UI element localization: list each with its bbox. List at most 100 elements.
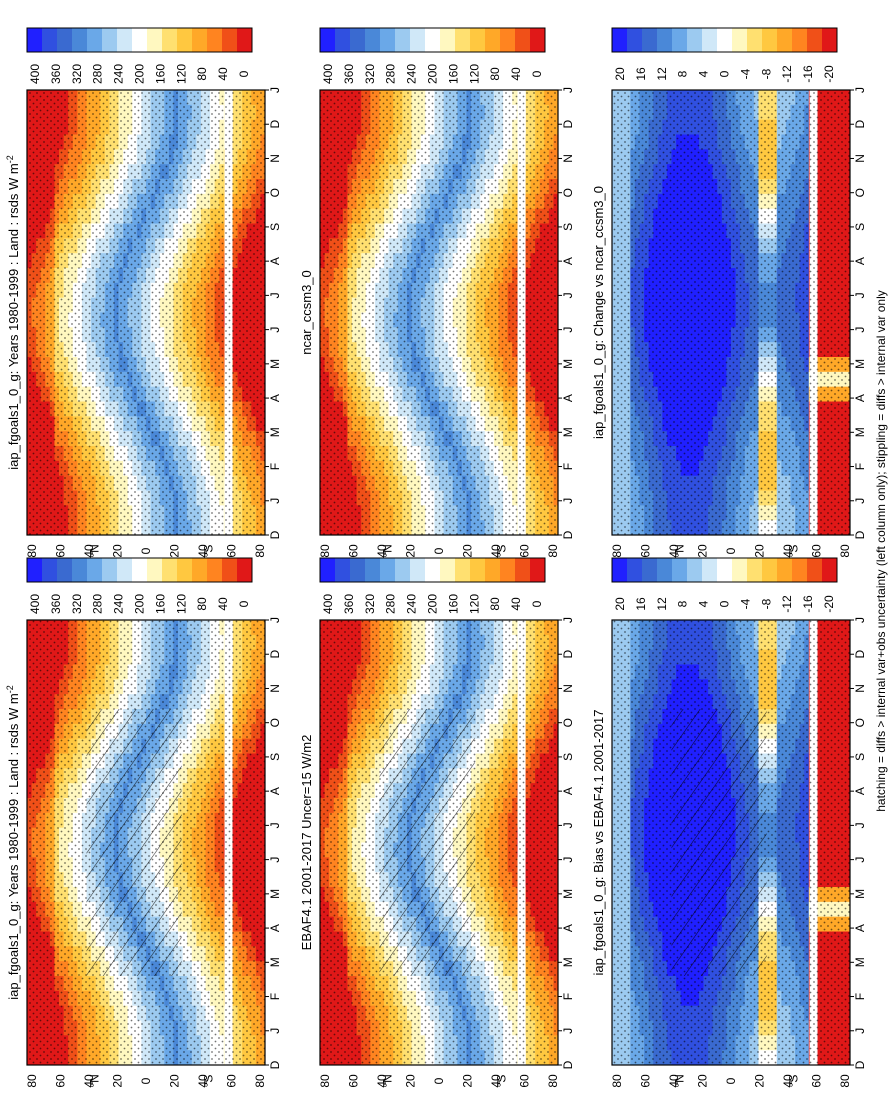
month-tick-label: O	[268, 188, 282, 197]
lat-tick-label: 20	[110, 544, 124, 558]
month-tick-label: M	[268, 957, 282, 967]
colorbar-label: 120	[174, 64, 188, 84]
plot-frame	[26, 89, 266, 536]
colorbar-label: 120	[174, 594, 188, 614]
colorbar-swatch	[380, 558, 396, 582]
stippling-overlay	[27, 90, 265, 535]
month-tick-label: M	[268, 889, 282, 899]
panel-title-superscript: -2	[5, 155, 15, 163]
colorbar-label: 0	[237, 600, 251, 607]
colorbar-label: 280	[91, 594, 105, 614]
colorbar-swatch	[425, 558, 441, 582]
lat-tick-label: 60	[346, 1074, 360, 1088]
panel-title: EBAF4.1 2001-2017 Uncer=15 W/m2	[299, 735, 314, 951]
lat-tick-label: 40	[196, 544, 210, 558]
colorbar-swatch	[410, 558, 426, 582]
month-tick-label: S	[268, 223, 282, 231]
colorbar-swatch	[395, 558, 411, 582]
colorbar-swatch	[117, 28, 133, 52]
colorbar-label: 360	[49, 594, 63, 614]
colorbar-swatch	[455, 558, 471, 582]
month-tick-label: D	[561, 650, 575, 659]
colorbar-swatch	[72, 28, 88, 52]
colorbar-label: 360	[342, 594, 356, 614]
lat-tick-label: 60	[518, 1074, 532, 1088]
colorbar-swatch	[335, 558, 351, 582]
colorbar-label: 160	[153, 64, 167, 84]
lat-tick-label: 80	[318, 1074, 332, 1088]
month-tick-label: N	[268, 154, 282, 163]
colorbar-swatch	[207, 28, 223, 52]
lat-unit-south: °S	[202, 545, 216, 558]
month-tick-label: D	[268, 650, 282, 659]
colorbar-label: 40	[216, 597, 230, 611]
colorbar-swatch	[470, 558, 486, 582]
month-tick-label: F	[561, 993, 575, 1000]
lat-tick-label: 40	[196, 1074, 210, 1088]
colorbar-swatch	[57, 558, 73, 582]
colorbar-label: 120	[467, 594, 481, 614]
lat-tick-label: 80	[25, 544, 39, 558]
colorbar-swatch	[42, 28, 58, 52]
colorbar-label: 280	[384, 594, 398, 614]
month-tick-label: J	[268, 1028, 282, 1034]
month-tick-label: M	[268, 427, 282, 437]
month-tick-label: F	[268, 463, 282, 470]
colorbar-label: 320	[70, 594, 84, 614]
month-tick-label: J	[268, 292, 282, 298]
month-tick-label: J	[268, 87, 282, 93]
colorbar-swatch	[222, 558, 238, 582]
lat-tick-label: 0	[139, 1077, 153, 1084]
colorbar-label: 240	[112, 64, 126, 84]
colorbar-swatch	[87, 28, 103, 52]
colorbar-swatch	[530, 558, 546, 582]
colorbar-frame	[26, 27, 253, 53]
hatching-overlay	[86, 709, 182, 976]
month-tick-label: A	[268, 787, 282, 795]
month-tick-label: S	[268, 753, 282, 761]
month-tick-label: J	[561, 1028, 575, 1034]
lat-tick-label: 40	[489, 1074, 503, 1088]
colorbar-label: 320	[363, 594, 377, 614]
month-tick-label: J	[268, 857, 282, 863]
hatching-overlay	[379, 709, 475, 976]
colorbar-label: 80	[195, 597, 209, 611]
panel-title-superscript: -2	[5, 685, 15, 693]
colorbar-swatch	[350, 558, 366, 582]
lat-tick-label: 60	[53, 1074, 67, 1088]
month-tick-label: A	[268, 394, 282, 402]
panel-title: iap_fgoals1_0_g: Years 1980-1999 : Land …	[5, 685, 21, 999]
month-tick-label: S	[561, 753, 575, 761]
colorbar-swatch	[192, 28, 208, 52]
lat-tick-label: 80	[253, 544, 267, 558]
plot-frame	[26, 619, 266, 1066]
lat-tick-label: 40	[375, 1074, 389, 1088]
colorbar-swatch	[237, 28, 253, 52]
lat-tick-label: 20	[168, 1074, 182, 1088]
colorbar-swatch	[117, 558, 133, 582]
lat-tick-label: 60	[225, 544, 239, 558]
colorbar-label: 0	[237, 70, 251, 77]
plot-frame	[319, 619, 559, 1066]
lat-tick-label: 20	[461, 1074, 475, 1088]
month-tick-label: D	[561, 1060, 575, 1069]
month-tick-label: O	[561, 718, 575, 727]
lat-tick-label: 20	[110, 1074, 124, 1088]
colorbar-label: 240	[112, 594, 126, 614]
colorbar-label: 320	[70, 64, 84, 84]
colorbar-label: 200	[133, 594, 147, 614]
colorbar-label: 200	[426, 594, 440, 614]
month-tick-label: J	[561, 857, 575, 863]
colorbar-label: 240	[405, 594, 419, 614]
colorbar-label: 400	[321, 594, 335, 614]
colorbar-label: 80	[195, 67, 209, 81]
colorbar-swatch	[500, 558, 516, 582]
lat-tick-label: 0	[432, 1077, 446, 1084]
month-tick-label: M	[561, 957, 575, 967]
colorbar-swatch	[237, 558, 253, 582]
colorbar-label: 400	[28, 594, 42, 614]
colorbar-swatch	[102, 28, 118, 52]
